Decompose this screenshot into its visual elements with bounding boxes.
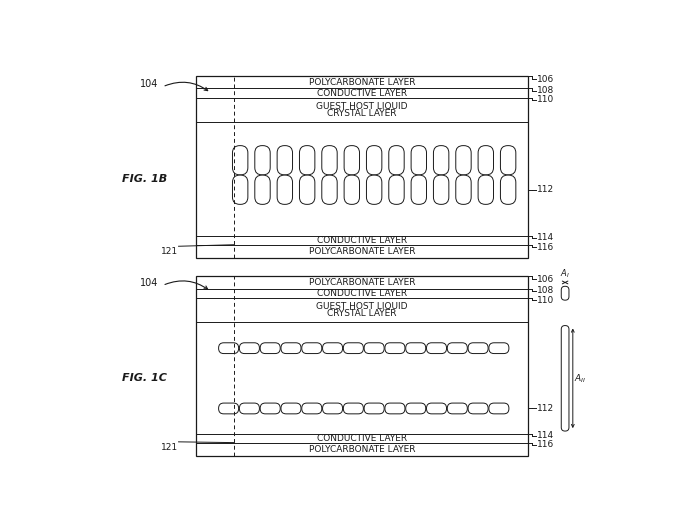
FancyBboxPatch shape <box>367 145 382 175</box>
FancyBboxPatch shape <box>260 403 280 414</box>
Text: 112: 112 <box>537 404 554 413</box>
FancyBboxPatch shape <box>456 145 471 175</box>
FancyBboxPatch shape <box>364 343 384 353</box>
Text: FIG. 1B: FIG. 1B <box>122 174 167 184</box>
FancyBboxPatch shape <box>277 175 293 204</box>
FancyBboxPatch shape <box>489 343 509 353</box>
FancyBboxPatch shape <box>255 175 270 204</box>
FancyBboxPatch shape <box>389 175 404 204</box>
Text: 108: 108 <box>537 86 554 95</box>
FancyArrowPatch shape <box>165 281 208 289</box>
FancyBboxPatch shape <box>385 343 405 353</box>
FancyBboxPatch shape <box>478 175 493 204</box>
Text: CONDUCTIVE LAYER: CONDUCTIVE LAYER <box>317 89 407 98</box>
FancyBboxPatch shape <box>447 343 468 353</box>
FancyBboxPatch shape <box>277 145 293 175</box>
Text: 121: 121 <box>161 247 178 256</box>
FancyBboxPatch shape <box>433 175 449 204</box>
FancyBboxPatch shape <box>344 145 360 175</box>
FancyBboxPatch shape <box>389 145 404 175</box>
Text: 114: 114 <box>537 431 554 440</box>
FancyBboxPatch shape <box>456 175 471 204</box>
Text: GUEST HOST LIQUID: GUEST HOST LIQUID <box>316 302 407 311</box>
FancyBboxPatch shape <box>302 403 322 414</box>
Text: CRYSTAL LAYER: CRYSTAL LAYER <box>327 109 397 118</box>
Text: 106: 106 <box>537 275 554 284</box>
FancyBboxPatch shape <box>433 145 449 175</box>
FancyBboxPatch shape <box>218 403 239 414</box>
FancyBboxPatch shape <box>500 145 516 175</box>
Text: POLYCARBONATE LAYER: POLYCARBONATE LAYER <box>309 78 415 87</box>
Text: CRYSTAL LAYER: CRYSTAL LAYER <box>327 309 397 318</box>
FancyBboxPatch shape <box>468 343 488 353</box>
FancyBboxPatch shape <box>367 175 382 204</box>
FancyBboxPatch shape <box>260 343 280 353</box>
FancyBboxPatch shape <box>489 403 509 414</box>
FancyBboxPatch shape <box>447 403 468 414</box>
Text: 104: 104 <box>140 79 158 89</box>
Text: CONDUCTIVE LAYER: CONDUCTIVE LAYER <box>317 236 407 245</box>
Text: 116: 116 <box>537 440 554 449</box>
FancyBboxPatch shape <box>322 145 337 175</box>
FancyBboxPatch shape <box>411 175 426 204</box>
FancyBboxPatch shape <box>468 403 488 414</box>
FancyBboxPatch shape <box>239 403 260 414</box>
FancyBboxPatch shape <box>232 175 248 204</box>
FancyBboxPatch shape <box>344 175 360 204</box>
FancyBboxPatch shape <box>281 403 301 414</box>
Text: 110: 110 <box>537 96 554 104</box>
FancyBboxPatch shape <box>426 403 447 414</box>
Text: 106: 106 <box>537 75 554 83</box>
FancyBboxPatch shape <box>561 326 569 431</box>
Bar <box>195 276 528 456</box>
FancyBboxPatch shape <box>302 343 322 353</box>
FancyBboxPatch shape <box>218 343 239 353</box>
FancyBboxPatch shape <box>239 343 260 353</box>
Text: 108: 108 <box>537 287 554 296</box>
FancyArrowPatch shape <box>165 82 208 91</box>
Text: 112: 112 <box>537 185 554 194</box>
Text: 114: 114 <box>537 233 554 243</box>
Text: POLYCARBONATE LAYER: POLYCARBONATE LAYER <box>309 278 415 287</box>
Text: GUEST HOST LIQUID: GUEST HOST LIQUID <box>316 102 407 111</box>
Bar <box>195 76 528 258</box>
Text: 116: 116 <box>537 243 554 251</box>
Text: 121: 121 <box>161 443 178 452</box>
Text: POLYCARBONATE LAYER: POLYCARBONATE LAYER <box>309 445 415 454</box>
FancyBboxPatch shape <box>232 145 248 175</box>
FancyBboxPatch shape <box>406 403 426 414</box>
FancyBboxPatch shape <box>478 145 493 175</box>
Text: 110: 110 <box>537 296 554 304</box>
Text: $A_I$: $A_I$ <box>560 268 570 280</box>
FancyBboxPatch shape <box>561 286 569 300</box>
Text: FIG. 1C: FIG. 1C <box>122 373 167 383</box>
FancyBboxPatch shape <box>364 403 384 414</box>
FancyBboxPatch shape <box>323 343 342 353</box>
Text: CONDUCTIVE LAYER: CONDUCTIVE LAYER <box>317 434 407 443</box>
FancyBboxPatch shape <box>426 343 447 353</box>
FancyBboxPatch shape <box>255 145 270 175</box>
FancyBboxPatch shape <box>300 175 315 204</box>
FancyBboxPatch shape <box>500 175 516 204</box>
FancyBboxPatch shape <box>344 343 363 353</box>
Text: 104: 104 <box>140 278 158 288</box>
Text: POLYCARBONATE LAYER: POLYCARBONATE LAYER <box>309 247 415 256</box>
FancyBboxPatch shape <box>411 145 426 175</box>
FancyBboxPatch shape <box>300 145 315 175</box>
FancyBboxPatch shape <box>323 403 342 414</box>
FancyBboxPatch shape <box>406 343 426 353</box>
Text: CONDUCTIVE LAYER: CONDUCTIVE LAYER <box>317 289 407 298</box>
FancyBboxPatch shape <box>322 175 337 204</box>
FancyBboxPatch shape <box>344 403 363 414</box>
FancyBboxPatch shape <box>385 403 405 414</box>
Text: $A_{II}$: $A_{II}$ <box>574 372 587 385</box>
FancyBboxPatch shape <box>281 343 301 353</box>
